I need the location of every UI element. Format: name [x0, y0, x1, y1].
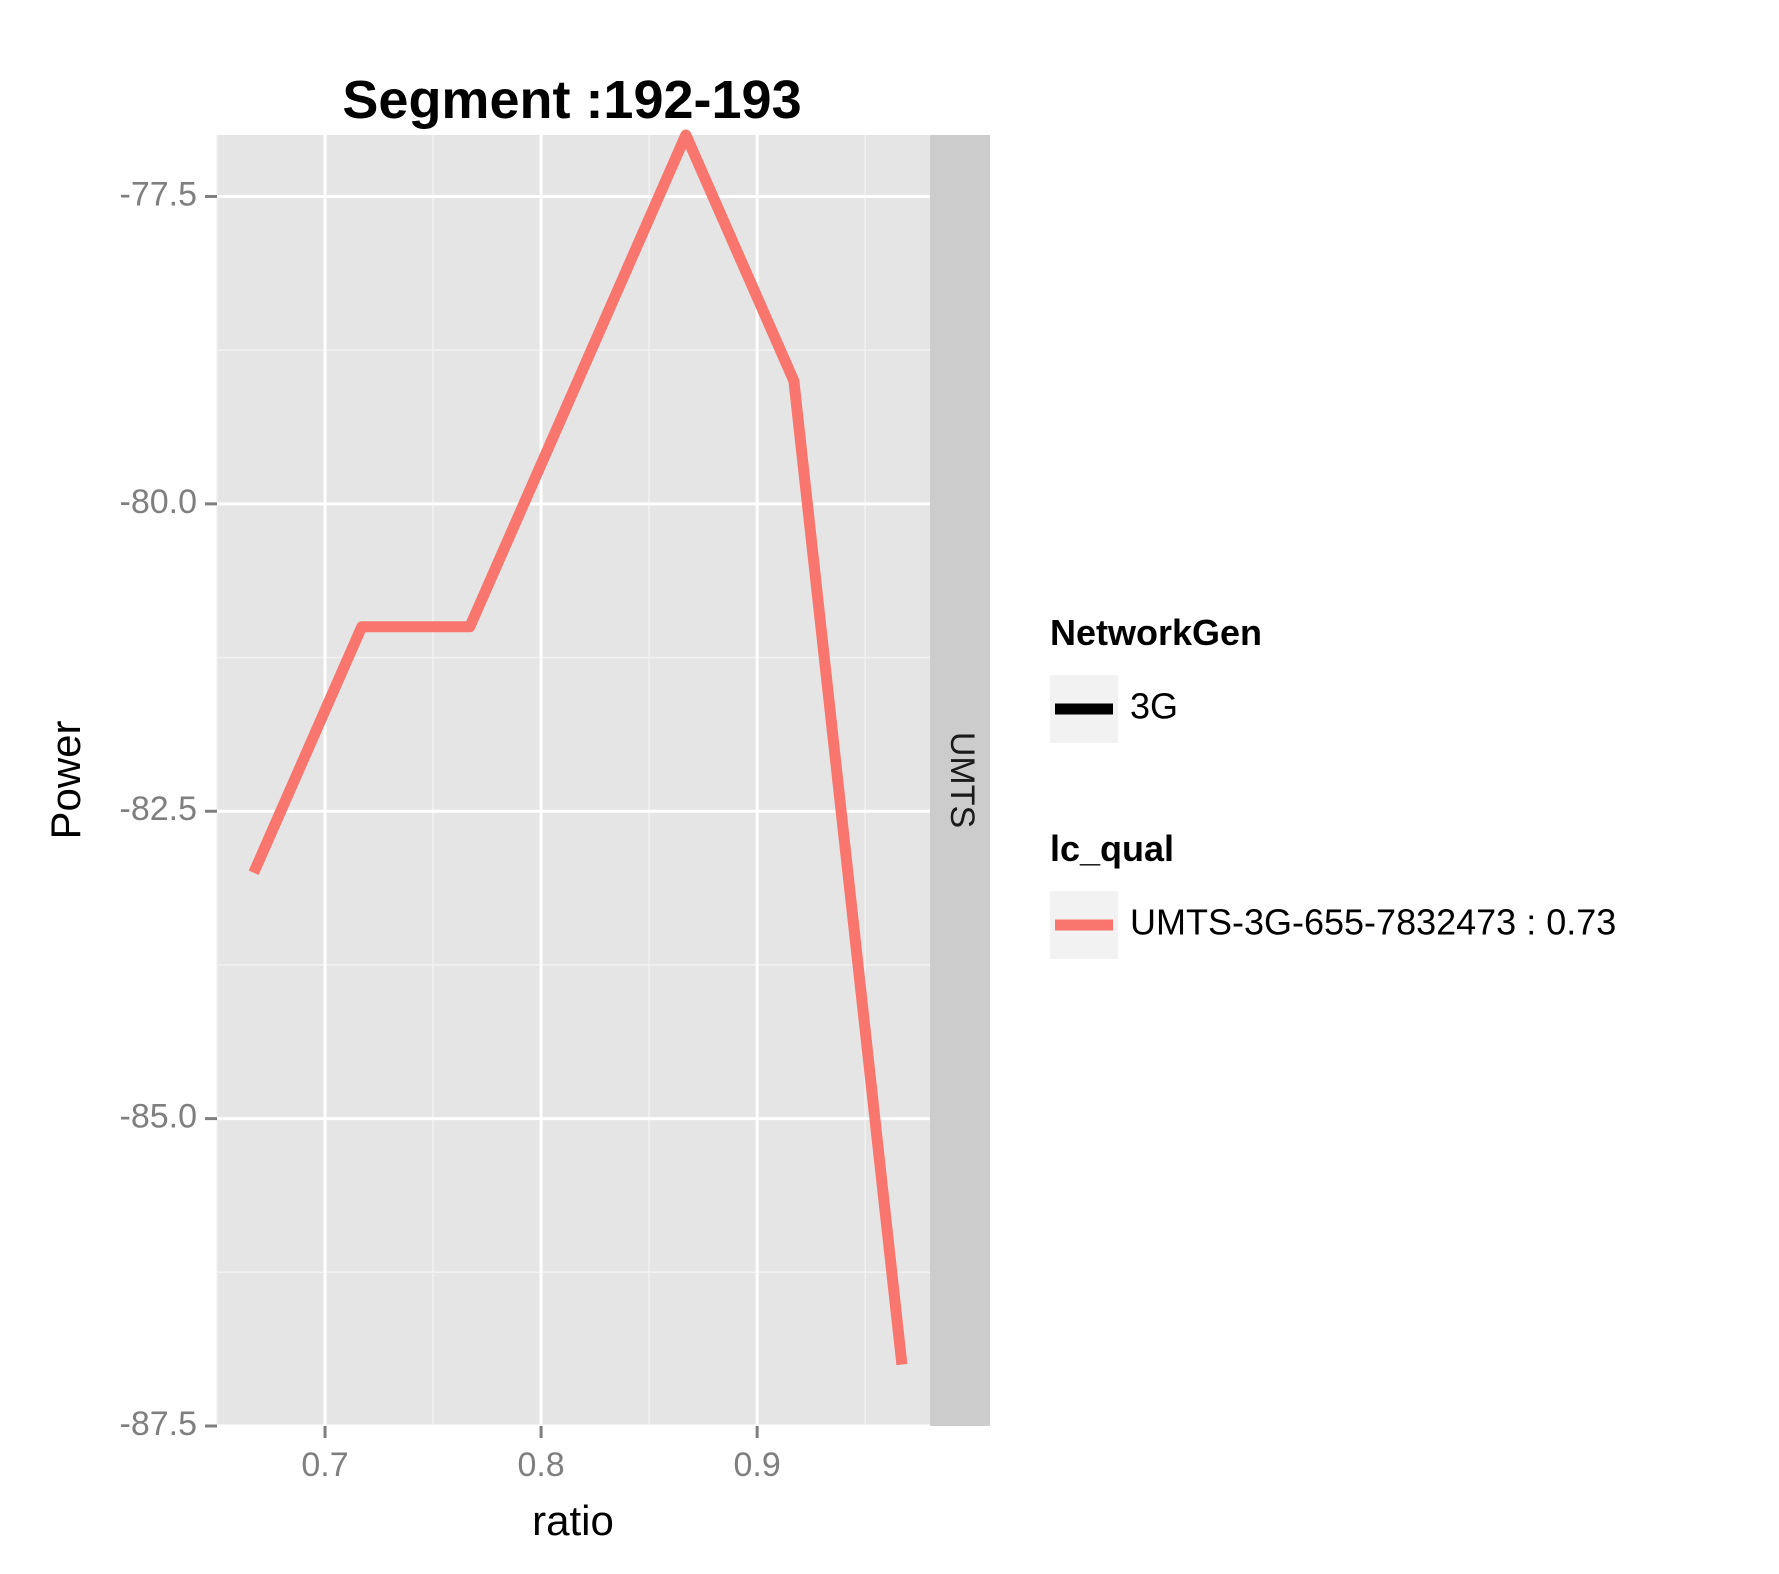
grid-minor	[216, 135, 930, 1426]
grid-major	[217, 135, 930, 1428]
legend-entry-label: 3G	[1130, 686, 1178, 727]
x-tick-label: 0.7	[301, 1446, 348, 1484]
x-axis-label: ratio	[532, 1497, 614, 1544]
facet-strip	[930, 135, 990, 1426]
x-tick-label: 0.8	[517, 1446, 564, 1484]
y-tick-label: -77.5	[120, 175, 198, 213]
y-axis-label: Power	[42, 720, 89, 839]
y-axis: -77.5 -80.0 -82.5 -85.0 -87.5	[120, 175, 217, 1443]
x-axis: 0.7 0.8 0.9	[301, 1426, 781, 1484]
chart-title: Segment :192-193	[342, 70, 801, 130]
facet-strip-label: UMTS	[943, 732, 981, 828]
series-line-0	[248, 129, 908, 1366]
y-tick-label: -87.5	[120, 1405, 198, 1443]
y-tick-label: -82.5	[120, 790, 198, 828]
y-tick-label: -85.0	[120, 1098, 198, 1136]
legend-entry-label: UMTS-3G-655-7832473 : 0.73	[1130, 902, 1616, 943]
x-tick-label: 0.9	[734, 1446, 781, 1484]
legend-title-1: lc_qual	[1050, 828, 1174, 869]
series-layer	[248, 129, 908, 1366]
y-tick-label: -80.0	[120, 483, 198, 521]
legend-title-0: NetworkGen	[1050, 612, 1262, 653]
legend: NetworkGen 3G lc_qual UMTS-3G-655-7832473 :…	[1050, 612, 1616, 959]
